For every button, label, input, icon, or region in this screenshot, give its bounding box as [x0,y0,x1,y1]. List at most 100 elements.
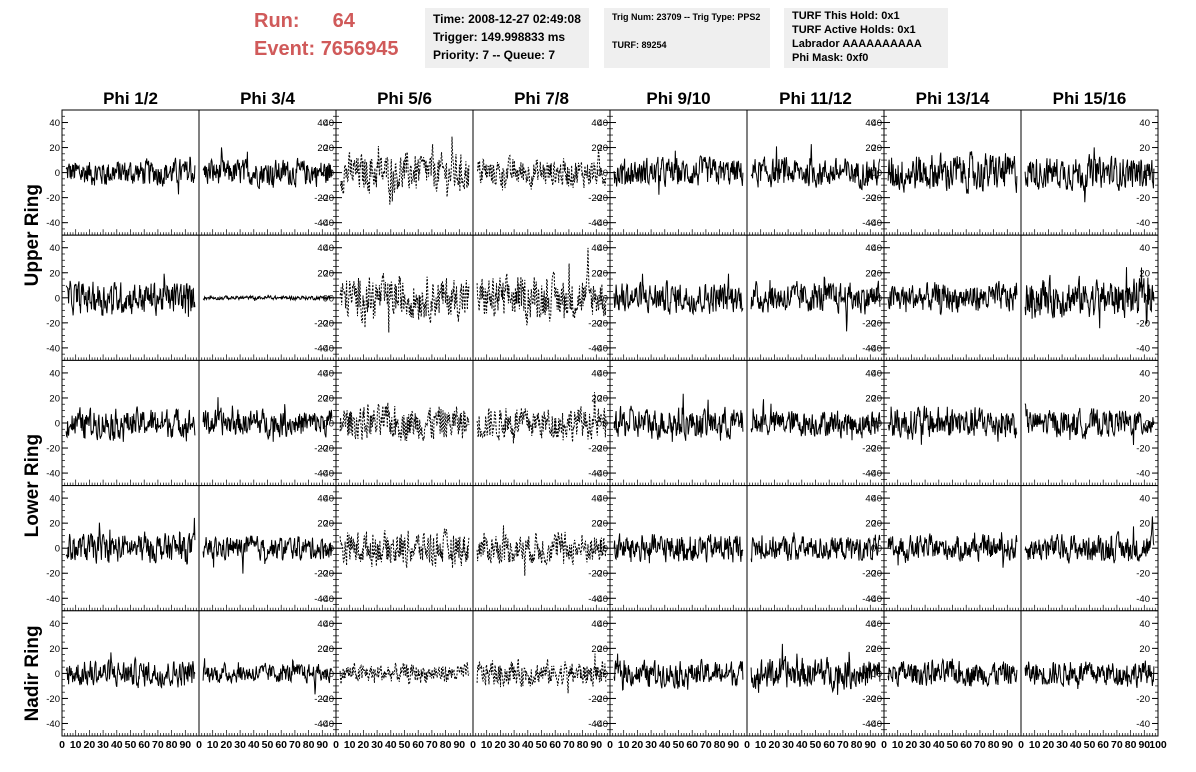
y-tick-label: -40 [1136,719,1150,730]
x-tick-label: 70 [426,739,438,751]
y-tick-label: -40 [1136,343,1150,354]
y-tick-label: -20 [594,193,608,204]
panel-r4-c2: 40 20 0 -20 -40 [198,485,337,612]
y-tick-label: -40 [868,469,882,480]
y-tick-label: -20 [588,444,602,455]
panel-r3-c8: 40 20 0 -20 -40 [1020,359,1159,487]
x-tick-label: 50 [536,739,548,751]
waveform-trace [750,276,881,332]
y-tick-label: 40 [317,494,328,505]
y-tick-label: 40 [323,118,334,129]
x-tick-label: 90 [1001,739,1013,751]
waveform-trace [65,273,196,317]
x-tick-label: 40 [933,739,945,751]
y-tick-label: -20 [314,193,328,204]
x-tick-label: 90 [179,739,191,751]
y-tick-label: 20 [591,644,602,655]
panel-r3-c5: 40 20 0 -20 -40 [594,359,748,487]
y-tick-label: 20 [317,519,328,530]
x-tick-label: 20 [769,739,781,751]
x-tick-label: 10 [70,739,82,751]
y-tick-label: -40 [588,719,602,730]
x-tick-label: 80 [1125,739,1137,751]
y-tick-label: -40 [868,594,882,605]
x-tick-label: 100 [1149,739,1167,751]
waveform-trace [750,399,881,441]
waveform-trace [613,533,744,564]
y-tick-label: 20 [591,393,602,404]
y-tick-label: -20 [588,569,602,580]
x-tick-label: 90 [864,739,876,751]
waveform-trace [202,535,333,574]
panel-r3-c4: 40 20 0 -20 -40 [472,359,611,487]
x-tick-label: 80 [988,739,1000,751]
y-tick-label: -40 [46,594,60,605]
y-tick-label: 40 [597,368,608,379]
panel-r1-c2: 40 20 0 -20 -40 [198,109,337,236]
y-tick-label: 40 [1139,494,1150,505]
y-tick-label: 40 [323,619,334,630]
y-tick-label: -40 [320,218,334,229]
x-tick-label: 40 [522,739,534,751]
run-label: Run: [254,10,300,32]
waveform-trace [202,294,333,302]
event-label: Event: [254,38,316,60]
y-tick-label: 0 [871,669,876,680]
waveform-trace [1024,516,1155,564]
column-header-1: Phi 1/2 [103,89,158,108]
y-tick-label: -20 [46,444,60,455]
y-tick-label: -20 [1136,193,1150,204]
y-tick-label: 20 [591,268,602,279]
event-value: 7656945 [320,38,399,60]
y-tick-label: 0 [329,669,334,680]
y-tick-label: -20 [1136,318,1150,329]
y-tick-label: 20 [597,143,608,154]
column-headers: Phi 1/2 Phi 3/4 Phi 5/6 Phi 7/8 Phi 9/10 Phi … [103,89,1126,108]
panel-r3-c7: 40 20 0 -20 -40 [868,359,1022,487]
y-tick-label: 0 [323,419,328,430]
y-tick-label: 40 [49,619,60,630]
y-tick-label: 20 [323,519,334,530]
y-tick-label: -20 [868,444,882,455]
x-tick-label: 90 [453,739,465,751]
y-tick-label: 0 [597,669,602,680]
y-tick-label: 40 [323,243,334,254]
y-tick-label: -40 [314,469,328,480]
y-tick-label: -20 [594,694,608,705]
panel-r5-c8: 40 20 0 -20 -40 [1020,610,1159,737]
y-tick-label: -40 [46,719,60,730]
y-tick-label: -40 [868,719,882,730]
turf-this-hold-text: TURF This Hold: 0x1 [792,10,900,22]
panel-r1-c1: 40 20 0 -20 -40 [46,109,200,236]
y-tick-label: 0 [597,544,602,555]
y-tick-label: 40 [49,494,60,505]
y-tick-label: -20 [588,193,602,204]
x-tick-label: 90 [727,739,739,751]
x-tick-label: 80 [577,739,589,751]
y-tick-label: -20 [862,193,876,204]
y-tick-label: 40 [597,619,608,630]
x-tick-label: 30 [234,739,246,751]
x-tick-label: 20 [1043,739,1055,751]
y-tick-label: 0 [603,419,608,430]
y-tick-label: 40 [49,368,60,379]
y-tick-label: 20 [597,268,608,279]
y-tick-label: 20 [865,644,876,655]
row-headers: Upper Ring Lower Ring Nadir Ring [22,184,43,721]
y-tick-label: -40 [1136,218,1150,229]
y-tick-label: -40 [46,469,60,480]
panel-frame [335,610,474,737]
column-header-6: Phi 11/12 [779,89,852,108]
x-tick-label: 80 [166,739,178,751]
panel-r2-c2: 40 20 0 -20 -40 [198,234,337,361]
y-tick-label: -20 [862,569,876,580]
x-tick-label: 0 [881,739,887,751]
column-header-3: Phi 5/6 [377,89,432,108]
x-tick-label: 30 [97,739,109,751]
y-tick-label: -40 [320,719,334,730]
y-tick-label: 20 [49,644,60,655]
panel-r4-c3: 40 20 0 -20 -40 [320,485,474,612]
y-tick-label: 20 [597,519,608,530]
y-tick-label: -40 [588,218,602,229]
